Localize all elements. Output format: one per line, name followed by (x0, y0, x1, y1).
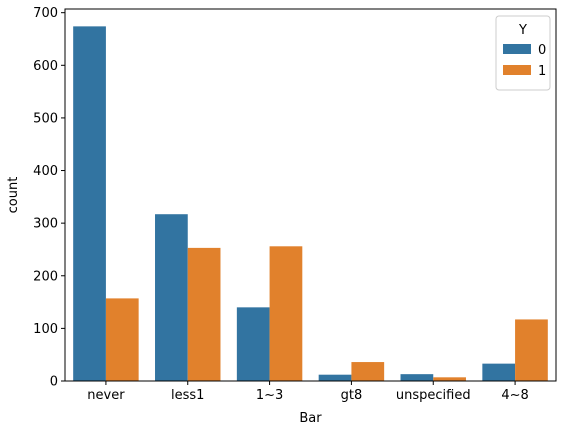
legend-title: Y (518, 23, 527, 38)
bar-gt8-series-0 (318, 374, 352, 381)
x-tick-label: less1 (171, 388, 204, 403)
legend-swatch-0 (503, 44, 531, 54)
y-tick-label: 200 (33, 269, 58, 284)
bar-gt8-series-1 (351, 362, 385, 381)
legend: Y 01 (495, 15, 551, 91)
y-tick-label: 500 (33, 111, 58, 126)
bar-unspecified-series-1 (433, 377, 466, 381)
x-tick-label: unspecified (396, 388, 471, 403)
y-tick-label: 600 (33, 59, 58, 74)
bar-4~8-series-0 (482, 363, 516, 381)
bar-less1-series-1 (187, 247, 221, 381)
legend-label-1: 1 (538, 64, 546, 79)
x-axis-label: Bar (299, 411, 322, 426)
plot-frame (64, 8, 557, 382)
y-axis-label: count (6, 177, 21, 214)
bars-group (73, 26, 548, 382)
x-tick-label: never (87, 388, 125, 403)
legend-label-0: 0 (538, 43, 546, 58)
bar-4~8-series-1 (515, 319, 548, 381)
y-tick-label: 700 (33, 6, 58, 21)
bar-unspecified-series-0 (400, 374, 434, 381)
x-axis-ticks: never less1 1~3 gt8 unspecified 4~8 (87, 381, 529, 403)
y-axis-ticks: 0 100 200 300 400 500 600 700 (33, 6, 65, 390)
bar-1~3-series-0 (236, 307, 270, 381)
bar-never-series-1 (105, 298, 139, 381)
bar-less1-series-0 (155, 214, 188, 381)
bar-1~3-series-1 (269, 246, 303, 381)
y-tick-label: 0 (50, 375, 58, 390)
y-tick-label: 300 (33, 217, 58, 232)
y-tick-label: 400 (33, 164, 58, 179)
x-tick-label: 4~8 (501, 388, 528, 403)
legend-swatch-1 (503, 65, 531, 75)
y-tick-label: 100 (33, 322, 58, 337)
bar-never-series-0 (73, 26, 106, 382)
x-tick-label: gt8 (341, 388, 363, 403)
legend-items: 01 (503, 43, 546, 79)
x-tick-label: 1~3 (256, 388, 283, 403)
